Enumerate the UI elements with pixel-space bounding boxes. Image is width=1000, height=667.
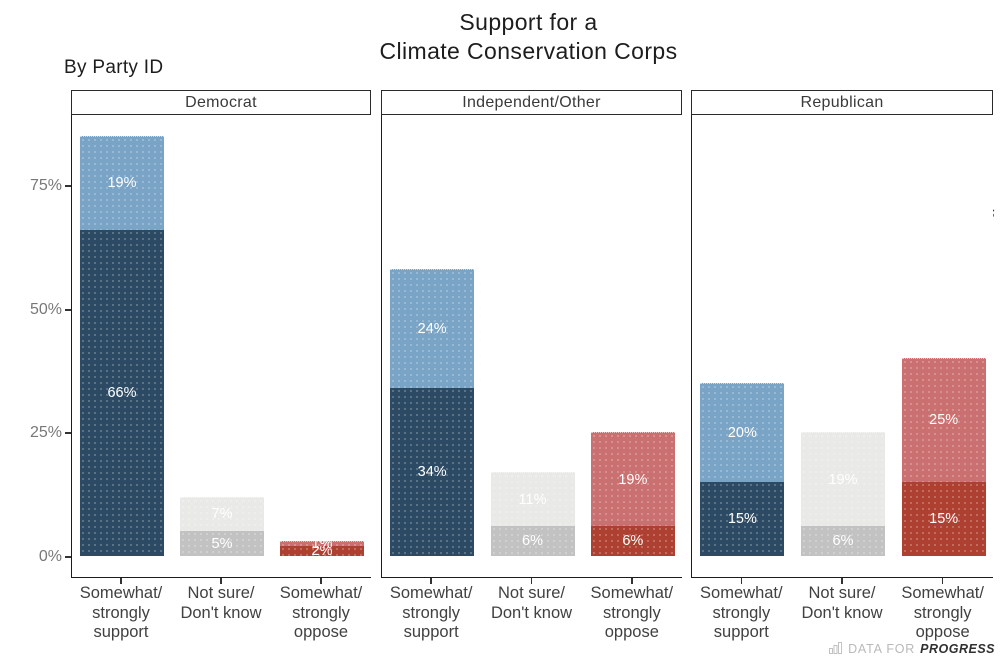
x-axis-label-not_sure: Not sure/Don't know <box>801 584 883 622</box>
x-axis-label-not_sure: Not sure/Don't know <box>490 584 573 622</box>
bar-segment-oppose-top: 25% <box>901 358 986 482</box>
watermark-data-for-progress: DATA FOR PROGRESS <box>829 641 995 657</box>
bar-value-label: 6% <box>622 533 644 550</box>
bar-value-label: 25% <box>929 412 959 429</box>
bar-value-label: 19% <box>828 471 858 488</box>
bar-segment-support-bottom: 66% <box>80 229 164 556</box>
x-axis-tick <box>841 578 843 584</box>
bar-value-label: 34% <box>417 463 447 480</box>
x-axis-tick <box>120 578 122 584</box>
x-axis-tick <box>631 578 633 584</box>
x-axis-label-support: Somewhat/strongly support <box>79 584 163 641</box>
bar-value-label: 66% <box>107 384 137 401</box>
y-axis-tick <box>64 185 71 187</box>
facet-strip-label: Independent/Other <box>462 93 601 111</box>
bar-value-label: 19% <box>618 471 648 488</box>
bar-segment-oppose-bottom: 15% <box>901 481 986 556</box>
chart-title-line1: Support for a <box>459 9 598 35</box>
bar-chart-icon <box>829 641 843 657</box>
chart-title-line2: Climate Conservation Corps <box>379 38 678 64</box>
bar-segment-oppose-top: 19% <box>590 432 675 527</box>
y-axis-tick <box>64 309 71 311</box>
x-axis-tick <box>430 578 432 584</box>
bar-value-label: 6% <box>832 533 854 550</box>
bar-segment-not_sure-top: 7% <box>180 496 264 532</box>
x-axis-label-support: Somewhat/strongly support <box>700 584 783 641</box>
bar-segment-support-bottom: 34% <box>390 387 475 556</box>
y-axis-tick <box>64 432 71 434</box>
bar-segment-support-bottom: 15% <box>700 481 785 556</box>
bar-segment-oppose-bottom: 2% <box>280 543 364 559</box>
y-axis-tick-label: 50% <box>29 301 62 318</box>
x-axis-tick <box>740 578 743 584</box>
bar-segment-not_sure-bottom: 6% <box>801 526 885 556</box>
bar-segment-support-top: 19% <box>80 135 164 230</box>
bar-segment-not_sure-top: 11% <box>490 471 575 527</box>
bar-segment-not_sure-bottom: 5% <box>180 531 264 556</box>
bar-value-label: 6% <box>522 533 543 550</box>
x-axis-tick <box>530 578 533 584</box>
bar-segment-oppose-bottom: 6% <box>590 526 675 556</box>
bar-value-label: 19% <box>107 175 137 191</box>
bar-segment-not_sure-top: 19% <box>801 432 885 527</box>
watermark-data-for-text: DATA FOR <box>848 642 916 656</box>
facet-strip-label: Republican <box>800 93 884 111</box>
bar-value-label: 5% <box>211 535 233 552</box>
y-axis-tick-label: 0% <box>38 548 62 565</box>
facet-strip-democrat: Democrat <box>71 90 371 115</box>
x-axis-tick <box>220 578 222 584</box>
facet-strip-label: Democrat <box>185 93 257 111</box>
facet-strip-republican: Republican <box>691 90 993 115</box>
y-axis-tick-label: 25% <box>29 424 62 441</box>
x-axis-label-support: Somewhat/strongly support <box>389 584 473 641</box>
facet-panel-republican: 15% 20% 6% 19% 15% 25% <box>691 115 993 578</box>
x-axis-tick <box>320 578 322 584</box>
x-axis-label-oppose: Somewhat/strongly oppose <box>901 584 984 641</box>
bar-value-label: 7% <box>211 506 233 523</box>
bar-value-label: 20% <box>727 424 757 441</box>
bar-value-label: 11% <box>518 491 547 508</box>
bar-value-label: 15% <box>727 510 757 527</box>
bar-value-label: 24% <box>417 320 447 337</box>
bar-segment-oppose-top: 1% <box>280 536 364 552</box>
facet-panel-democrat: 66% 19% 5% 7% 2% 1% <box>71 115 371 578</box>
bar-value-label: 15% <box>929 510 959 527</box>
chart-subtitle: By Party ID <box>64 57 164 78</box>
x-axis-tick <box>941 578 944 584</box>
bar-segment-support-top: 24% <box>390 269 475 388</box>
watermark-progress-text: PROGRESS <box>920 642 995 656</box>
y-axis-tick-label: 75% <box>29 177 62 194</box>
facet-panel-independent: 34% 24% 6% 11% 6% 19% <box>381 115 682 578</box>
y-axis-tick <box>64 556 71 558</box>
bar-segment-support-top: 20% <box>700 382 785 482</box>
facet-strip-independent: Independent/Other <box>381 90 682 115</box>
bar-segment-not_sure-bottom: 6% <box>490 526 575 556</box>
x-axis-label-oppose: Somewhat/strongly oppose <box>279 584 363 641</box>
x-axis-label-not_sure: Not sure/Don't know <box>180 584 262 622</box>
x-axis-label-oppose: Somewhat/strongly oppose <box>590 584 674 641</box>
chart-title: Support for a Climate Conservation Corps <box>64 8 993 66</box>
